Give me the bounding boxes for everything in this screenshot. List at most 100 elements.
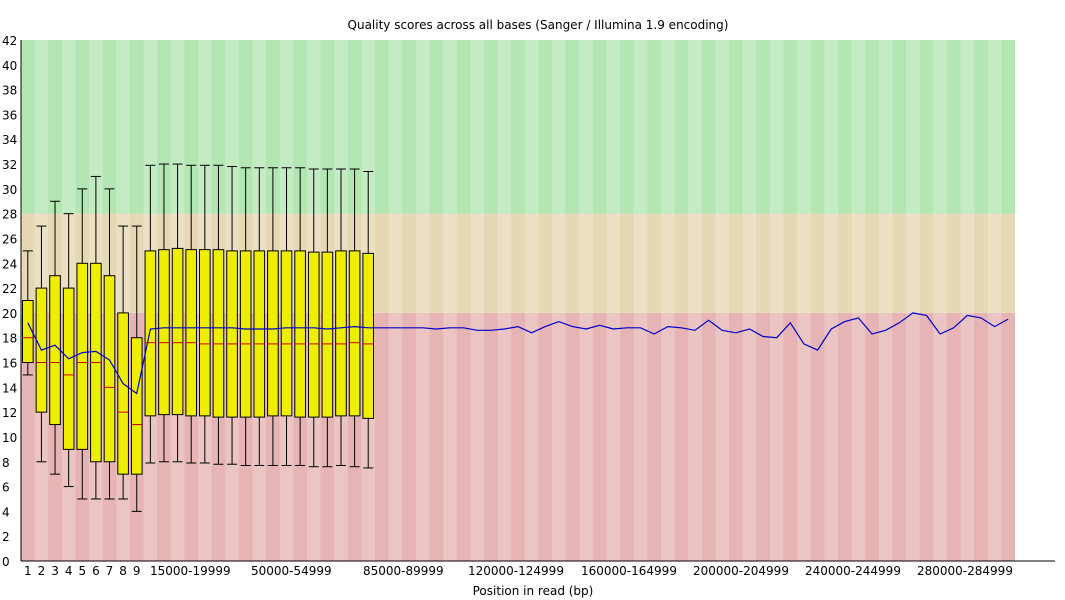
box-iqr <box>130 337 143 475</box>
stripe <box>497 40 512 561</box>
y-tick-label: 4 <box>2 505 10 519</box>
stripe <box>606 40 621 561</box>
stripe <box>906 40 920 561</box>
box-iqr <box>62 287 75 450</box>
box-position-20 <box>280 167 293 466</box>
box-position-19 <box>267 167 279 466</box>
x-tick-label: 160000-164999 <box>581 564 677 578</box>
x-tick-label: 6 <box>92 564 100 578</box>
y-tick-label: 26 <box>2 232 17 246</box>
y-tick-label: 36 <box>2 108 17 122</box>
stripe <box>878 40 893 561</box>
box-iqr <box>321 251 334 418</box>
x-tick-label: 9 <box>133 564 141 578</box>
chart-title: Quality scores across all bases (Sanger … <box>348 18 729 32</box>
zone-reasonable <box>21 213 1015 313</box>
x-tick-label: 240000-244999 <box>805 564 901 578</box>
axes <box>20 40 1055 562</box>
x-tick-label: 50000-54999 <box>251 564 332 578</box>
box-iqr <box>117 312 129 475</box>
mean-polyline <box>27 312 1009 395</box>
y-tick-label: 6 <box>2 481 10 495</box>
stripe <box>470 40 484 561</box>
y-tick-label: 10 <box>2 431 17 445</box>
y-tick-label: 8 <box>2 456 10 470</box>
y-tick-label: 0 <box>2 555 10 569</box>
box-position-23 <box>321 168 334 468</box>
box-iqr <box>226 250 238 418</box>
zone-good <box>21 40 1015 214</box>
box-iqr <box>199 249 211 417</box>
x-tick-label: 280000-284999 <box>917 564 1013 578</box>
y-tick-label: 30 <box>2 183 17 197</box>
box-iqr <box>21 300 34 364</box>
stripe <box>388 40 403 561</box>
stripe <box>933 40 947 561</box>
x-tick-labels: 1 2 3 4 5 6 7 8 9 15000-19999 50000-54999 85000-899… <box>24 564 1013 578</box>
y-tick-label: 42 <box>2 34 17 48</box>
x-tick-label: 85000-89999 <box>363 564 444 578</box>
box-position-8 <box>117 225 129 500</box>
y-tick-label: 40 <box>2 59 17 73</box>
x-tick-label: 8 <box>119 564 127 578</box>
box-position-25 <box>348 168 361 468</box>
box-position-15 <box>212 164 225 465</box>
box-position-1 <box>21 250 34 376</box>
x-tick-label: 5 <box>78 564 86 578</box>
box-iqr <box>158 249 170 416</box>
y-tick-label: 38 <box>2 84 17 98</box>
y-tick-label: 18 <box>2 332 17 346</box>
box-position-17 <box>239 167 252 466</box>
box-plots <box>21 163 375 512</box>
stripe <box>443 40 457 561</box>
box-position-10 <box>144 164 157 464</box>
box-position-9 <box>130 225 143 512</box>
stripe <box>688 40 702 561</box>
box-iqr <box>185 249 198 417</box>
box-position-5 <box>76 188 89 500</box>
stripe <box>987 40 1002 561</box>
y-tick-label: 16 <box>2 357 17 371</box>
box-iqr <box>49 275 61 426</box>
stripe <box>797 40 811 561</box>
box-iqr <box>348 250 361 417</box>
x-tick-label: 2 <box>38 564 46 578</box>
box-position-4 <box>62 213 75 488</box>
stripe <box>633 40 648 561</box>
y-tick-label: 34 <box>2 133 17 147</box>
y-tick-label: 24 <box>2 257 17 271</box>
box-position-24 <box>335 168 347 466</box>
box-position-11 <box>158 163 170 463</box>
box-iqr <box>76 262 89 450</box>
stripe <box>851 40 866 561</box>
stripe <box>579 40 593 561</box>
stripe <box>824 40 838 561</box>
box-iqr <box>144 250 157 417</box>
x-tick-label: 1 <box>24 564 32 578</box>
box-position-6 <box>90 175 102 500</box>
y-tick-label: 12 <box>2 406 17 420</box>
box-iqr <box>294 250 306 418</box>
box-iqr <box>307 251 320 418</box>
stripe <box>715 40 730 561</box>
stripe <box>660 40 675 561</box>
box-iqr <box>362 252 375 419</box>
box-position-21 <box>294 167 306 466</box>
box-position-13 <box>185 164 198 464</box>
x-tick-label: 7 <box>106 564 114 578</box>
stripe <box>415 40 430 561</box>
box-position-26 <box>362 170 375 469</box>
x-axis-label: Position in read (bp) <box>473 584 594 598</box>
box-position-18 <box>253 167 266 466</box>
x-tick-label: 120000-124999 <box>468 564 564 578</box>
quality-zones <box>21 40 1015 561</box>
zone-poor <box>21 312 1015 561</box>
stripe <box>524 40 539 561</box>
x-tick-label: 200000-204999 <box>693 564 789 578</box>
mean-quality-line <box>27 312 1009 395</box>
box-position-14 <box>199 164 211 464</box>
x-tick-label: 3 <box>51 564 59 578</box>
box-position-12 <box>171 163 184 463</box>
